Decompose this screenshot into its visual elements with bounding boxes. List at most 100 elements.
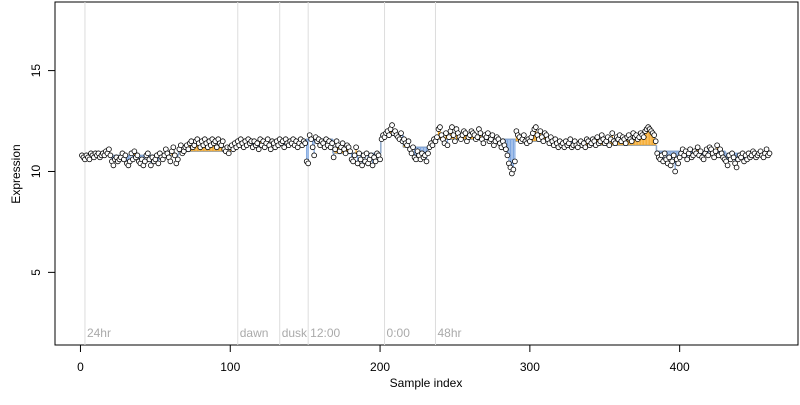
point [357,156,364,163]
point [110,162,117,169]
point [582,144,589,151]
point [705,152,711,159]
point [175,156,181,163]
plot-frame [54,1,799,346]
point [219,138,226,145]
point [267,146,274,153]
point [712,148,719,155]
point [410,144,416,151]
point [425,150,431,157]
point [350,158,356,165]
point [612,140,619,147]
point [363,150,370,157]
point [225,150,232,157]
point [281,144,287,151]
point [142,158,148,165]
y-axis-label: Expression [9,144,23,203]
point [537,128,544,134]
point [609,130,616,136]
point [694,144,701,151]
point [450,132,457,138]
point [594,134,601,140]
point [353,144,359,151]
point [332,146,338,153]
point [308,136,314,143]
x-tick-label: 300 [520,360,540,374]
point [347,148,353,155]
point [405,138,412,145]
point [434,134,440,140]
point [148,162,154,169]
y-tick-label: 5 [29,269,43,276]
point [489,132,496,138]
point [485,130,491,136]
point [684,156,690,163]
point [423,158,430,165]
point [606,142,613,149]
point [521,132,527,138]
point [309,144,316,151]
point [172,152,178,159]
point [145,150,151,157]
point [178,142,184,149]
annotation-label: dawn [240,326,269,340]
point [342,150,349,157]
point [122,152,129,159]
point [155,160,162,167]
point [107,152,114,159]
point [700,156,707,163]
x-tick-label: 100 [220,360,240,374]
point [651,132,657,138]
point [429,142,436,149]
point [329,140,335,147]
point [733,164,740,171]
point [213,144,220,151]
point [372,158,379,165]
point [377,156,383,163]
point [640,134,647,140]
point [443,130,449,136]
point [661,150,668,157]
point [369,162,376,169]
point [389,122,395,128]
point [669,158,675,165]
annotation-label: 12:00 [310,326,340,340]
point [474,134,481,140]
point [714,142,720,149]
point [185,146,192,153]
point [302,140,308,147]
point [628,138,635,145]
point [462,130,469,136]
point [339,140,346,147]
point [766,150,773,157]
point [354,160,361,167]
x-tick-label: 0 [77,360,84,374]
point [763,146,770,153]
point [666,154,672,161]
point [711,154,717,161]
point [444,142,451,149]
point [446,134,452,140]
annotation-label: 24hr [87,326,111,340]
point [134,152,141,159]
point [672,168,678,175]
annotation-label: 0:00 [387,326,411,340]
y-tick-label: 10 [29,164,43,178]
point [503,146,509,153]
point [533,124,539,130]
point [477,130,484,136]
point [675,160,681,167]
point [504,152,511,159]
point [540,138,547,145]
point [311,152,317,159]
point [351,152,358,159]
point [437,124,443,130]
point [408,150,415,157]
point [480,140,487,147]
point [254,140,261,147]
x-tick-label: 200 [370,360,390,374]
point [356,150,362,157]
point [512,158,518,165]
